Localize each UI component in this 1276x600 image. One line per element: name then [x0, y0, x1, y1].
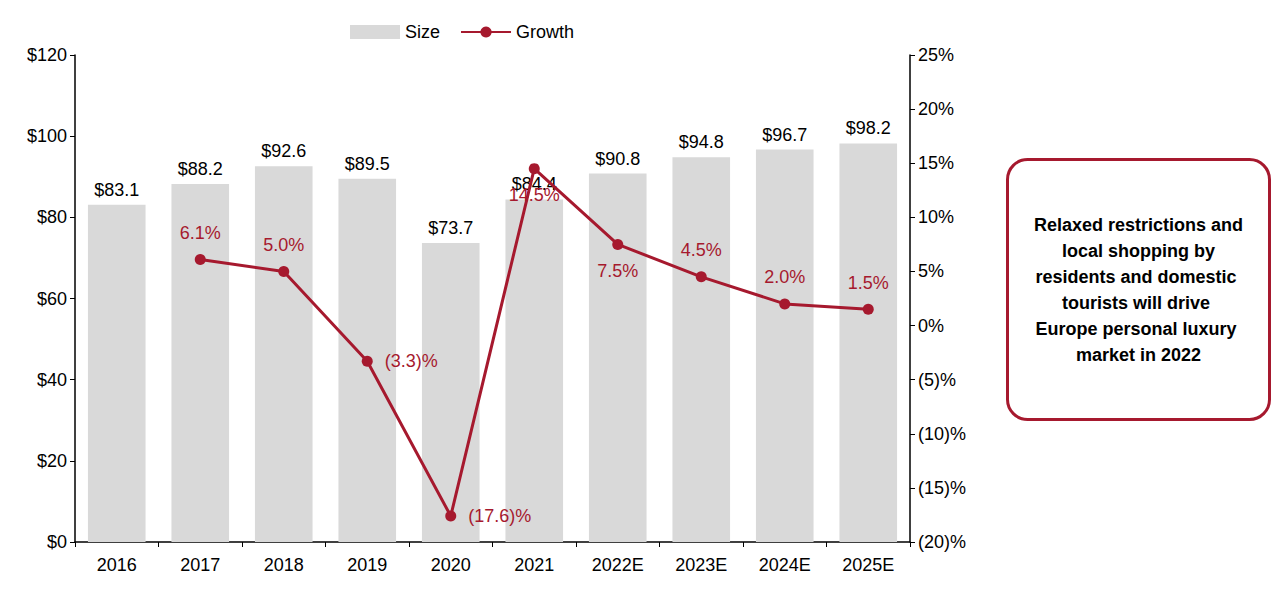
svg-text:$80: $80 [37, 207, 67, 227]
svg-text:Relaxed restrictions and: Relaxed restrictions and [1034, 215, 1243, 235]
svg-text:5.0%: 5.0% [263, 235, 304, 255]
svg-text:$92.6: $92.6 [261, 141, 306, 161]
svg-text:10%: 10% [918, 207, 954, 227]
svg-text:$90.8: $90.8 [595, 149, 640, 169]
svg-text:2019: 2019 [347, 555, 387, 575]
svg-text:$60: $60 [37, 289, 67, 309]
svg-text:20%: 20% [918, 99, 954, 119]
svg-text:2018: 2018 [264, 555, 304, 575]
svg-text:2021: 2021 [514, 555, 554, 575]
svg-text:25%: 25% [918, 45, 954, 65]
svg-text:market in 2022: market in 2022 [1076, 345, 1201, 365]
svg-text:$73.7: $73.7 [428, 218, 473, 238]
svg-text:$89.5: $89.5 [345, 154, 390, 174]
svg-text:2017: 2017 [180, 555, 220, 575]
svg-text:$100: $100 [27, 126, 67, 146]
svg-text:5%: 5% [918, 261, 944, 281]
svg-text:$94.8: $94.8 [679, 132, 724, 152]
svg-text:tourists will drive: tourists will drive [1062, 293, 1215, 313]
svg-text:2.0%: 2.0% [764, 267, 805, 287]
svg-text:2016: 2016 [97, 555, 137, 575]
svg-text:2023E: 2023E [675, 555, 727, 575]
svg-text:residents and domestic: residents and domestic [1035, 267, 1241, 287]
svg-text:2022E: 2022E [592, 555, 644, 575]
svg-text:Europe personal luxury: Europe personal luxury [1035, 319, 1241, 339]
svg-text:(15)%: (15)% [918, 478, 966, 498]
svg-text:0%: 0% [918, 316, 944, 336]
svg-text:2020: 2020 [431, 555, 471, 575]
svg-text:Size: Size [405, 22, 440, 42]
svg-text:$98.2: $98.2 [846, 118, 891, 138]
svg-text:(20)%: (20)% [918, 532, 966, 552]
svg-text:4.5%: 4.5% [681, 240, 722, 260]
svg-text:$96.7: $96.7 [762, 125, 807, 145]
svg-text:(3.3)%: (3.3)% [385, 351, 438, 371]
svg-text:15%: 15% [918, 153, 954, 173]
svg-text:7.5%: 7.5% [597, 261, 638, 281]
svg-text:$88.2: $88.2 [178, 159, 223, 179]
svg-text:$83.1: $83.1 [94, 180, 139, 200]
svg-text:14.5%: 14.5% [509, 185, 560, 205]
svg-text:2024E: 2024E [759, 555, 811, 575]
svg-text:(17.6)%: (17.6)% [468, 506, 531, 526]
svg-text:6.1%: 6.1% [180, 223, 221, 243]
svg-text:local shopping by: local shopping by [1057, 241, 1220, 261]
svg-text:2025E: 2025E [842, 555, 894, 575]
svg-text:Growth: Growth [516, 22, 574, 42]
svg-text:1.5%: 1.5% [848, 273, 889, 293]
svg-text:$0: $0 [47, 532, 67, 552]
svg-text:$120: $120 [27, 45, 67, 65]
svg-text:$20: $20 [37, 451, 67, 471]
svg-text:(10)%: (10)% [918, 424, 966, 444]
svg-text:(5)%: (5)% [918, 370, 956, 390]
svg-text:$40: $40 [37, 370, 67, 390]
